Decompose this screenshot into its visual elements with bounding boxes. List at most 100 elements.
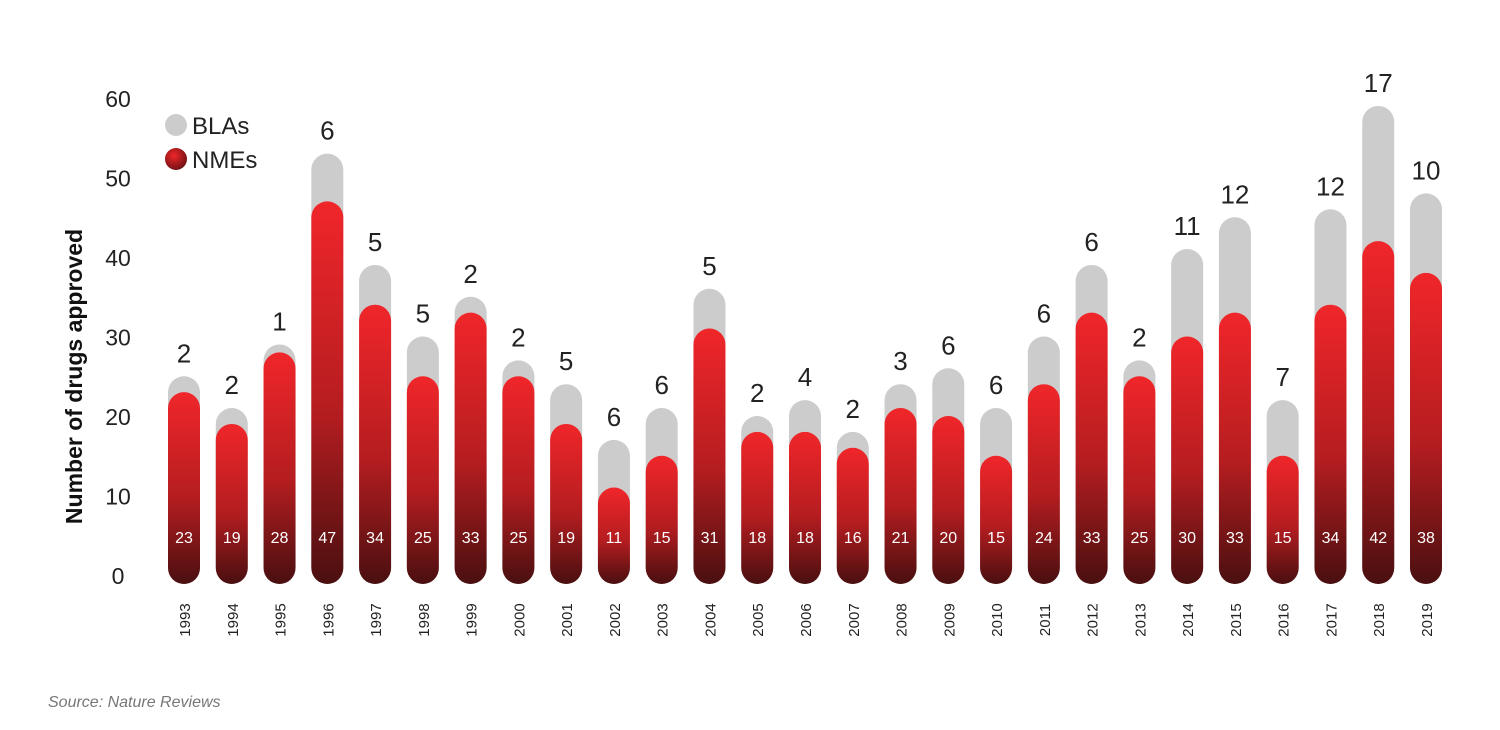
x-tick-label: 2019 (1419, 603, 1436, 636)
source-note: Source: Nature Reviews (48, 694, 221, 711)
nme-bar (597, 487, 630, 584)
nme-bar (1266, 455, 1299, 584)
nme-bar (1410, 272, 1442, 584)
bla-value-label: 4 (798, 362, 812, 392)
nme-value-label: 18 (748, 530, 766, 547)
legend-swatch-nmes (165, 148, 187, 170)
nme-bar (263, 352, 296, 584)
x-tick-label: 2005 (750, 603, 767, 636)
x-tick-label: 1996 (320, 603, 337, 636)
nme-value-label: 24 (1035, 530, 1053, 547)
nme-value-label: 33 (462, 530, 480, 547)
y-tick-label: 10 (105, 484, 131, 510)
nme-value-label: 33 (1226, 530, 1244, 547)
bla-value-label: 10 (1412, 155, 1441, 185)
x-tick-label: 2002 (607, 603, 624, 636)
y-tick-label: 60 (105, 86, 131, 112)
nme-bar (359, 304, 392, 584)
x-tick-label: 2014 (1180, 603, 1197, 636)
bla-value-label: 6 (654, 370, 668, 400)
y-tick-label: 50 (105, 166, 131, 192)
bla-value-label: 6 (1037, 299, 1051, 329)
bla-value-label: 2 (1132, 322, 1146, 352)
bla-value-label: 6 (1084, 227, 1098, 257)
nme-value-label: 33 (1083, 530, 1101, 547)
nme-value-label: 25 (414, 530, 432, 547)
nme-bar (215, 423, 248, 584)
nme-bar (741, 431, 774, 584)
y-axis-label: Number of drugs approved (61, 229, 87, 524)
nme-value-label: 34 (366, 530, 384, 547)
nme-value-label: 47 (318, 530, 336, 547)
nme-bar (789, 431, 821, 584)
y-tick-label: 30 (105, 325, 131, 351)
x-tick-label: 2003 (655, 603, 672, 636)
nme-bar (884, 408, 917, 584)
bla-value-label: 5 (559, 346, 573, 376)
bla-value-label: 2 (225, 370, 239, 400)
nme-bar (1027, 384, 1060, 584)
y-tick-label: 40 (105, 245, 131, 271)
nme-bar (980, 455, 1013, 584)
nme-value-label: 38 (1417, 530, 1435, 547)
x-tick-label: 2016 (1276, 603, 1293, 636)
x-tick-label: 1999 (464, 603, 481, 636)
nme-value-label: 19 (223, 530, 241, 547)
nme-bar (311, 201, 344, 584)
nme-value-label: 25 (509, 530, 527, 547)
nme-bar (454, 312, 487, 584)
bla-value-label: 2 (463, 259, 477, 289)
nme-bar (1218, 312, 1251, 584)
x-tick-label: 2004 (702, 603, 719, 636)
x-tick-label: 2013 (1132, 603, 1149, 636)
x-tick-label: 2010 (989, 603, 1006, 636)
nme-value-label: 18 (796, 530, 814, 547)
bla-value-label: 5 (702, 251, 716, 281)
x-tick-label: 1993 (177, 603, 194, 636)
bla-value-label: 6 (607, 402, 621, 432)
x-tick-label: 1997 (368, 603, 385, 636)
nme-value-label: 16 (844, 530, 862, 547)
x-tick-label: 2001 (559, 603, 576, 636)
bla-value-label: 2 (177, 338, 191, 368)
nme-bar (693, 328, 726, 584)
nme-bar (1075, 312, 1108, 584)
x-tick-label: 2009 (941, 603, 958, 636)
x-tick-label: 2011 (1037, 604, 1054, 636)
legend-label-nmes: NMEs (192, 147, 257, 174)
nme-value-label: 28 (271, 530, 289, 547)
bla-value-label: 12 (1316, 171, 1345, 201)
nme-bar (550, 423, 583, 584)
nme-value-label: 34 (1322, 530, 1340, 547)
bla-value-label: 5 (368, 227, 382, 257)
nme-bar (1314, 304, 1347, 584)
bla-value-label: 17 (1364, 68, 1393, 98)
bla-value-label: 2 (846, 394, 860, 424)
y-tick-label: 0 (112, 563, 125, 589)
nme-value-label: 31 (701, 530, 719, 547)
bla-value-label: 7 (1275, 362, 1289, 392)
x-tick-label: 2017 (1323, 603, 1340, 636)
x-tick-label: 2007 (846, 603, 863, 636)
nme-value-label: 11 (606, 530, 623, 547)
x-tick-label: 1994 (225, 603, 242, 636)
bla-value-label: 5 (416, 299, 430, 329)
nme-value-label: 23 (175, 530, 193, 547)
bla-value-label: 11 (1174, 211, 1201, 241)
bla-value-label: 12 (1220, 179, 1249, 209)
bla-value-label: 2 (511, 322, 525, 352)
nme-value-label: 15 (1274, 530, 1292, 547)
legend-label-blas: BLAs (192, 113, 249, 140)
nme-value-label: 25 (1130, 530, 1148, 547)
x-tick-label: 2018 (1371, 603, 1388, 636)
bla-value-label: 6 (989, 370, 1003, 400)
bla-value-label: 3 (893, 346, 907, 376)
nme-value-label: 20 (939, 530, 957, 547)
x-tick-label: 2000 (511, 603, 528, 636)
x-tick-label: 1995 (273, 603, 290, 636)
x-tick-label: 2012 (1085, 603, 1102, 636)
x-tick-label: 2006 (798, 603, 815, 636)
x-tick-label: 2015 (1228, 603, 1245, 636)
nme-bar (645, 455, 678, 584)
